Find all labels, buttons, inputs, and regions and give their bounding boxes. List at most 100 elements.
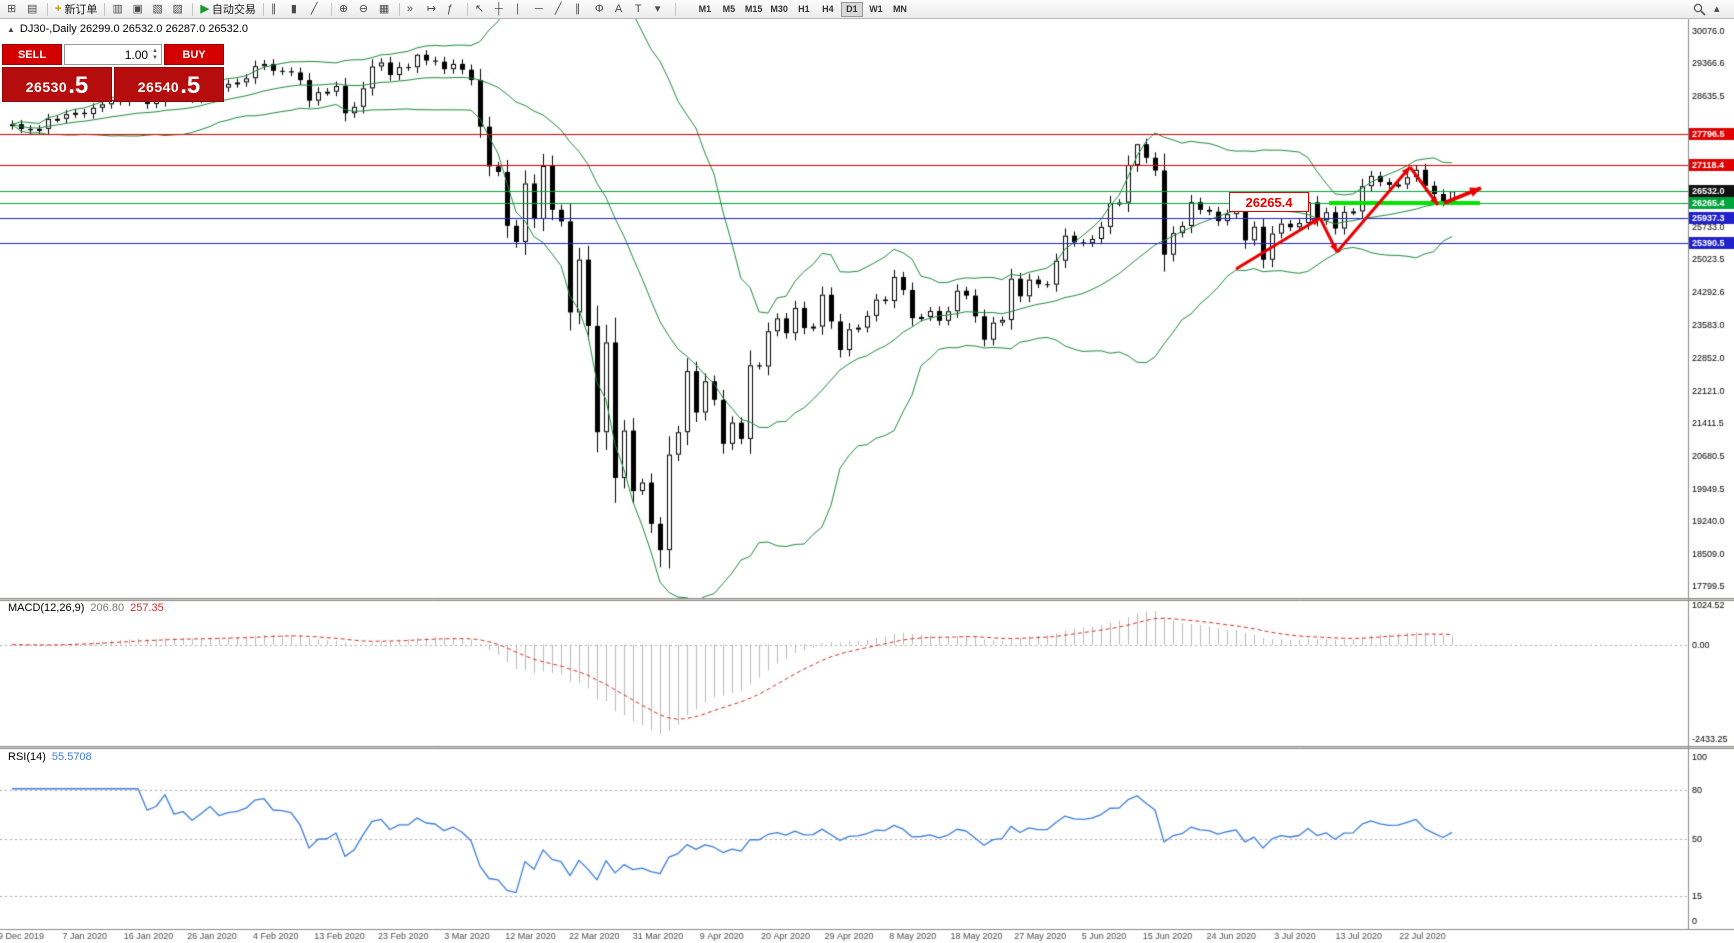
indicators-list-icon: ƒ [446,2,454,15]
main-chart[interactable] [0,19,1688,598]
cursor-icon: ↖ [474,2,485,15]
magnifier-icon [1693,3,1706,16]
data-window-button[interactable]: ▣ [129,1,148,18]
equidistant-channel-icon: ∥ [574,2,581,15]
timeframe-W1-button[interactable]: W1 [865,2,887,17]
sell-button[interactable]: SELL [2,44,62,65]
buy-price-display[interactable]: 26540.5 [114,67,224,102]
macd-name: MACD(12,26,9) [8,602,85,614]
chart-bars-icon: ∥ [270,2,277,15]
auto-scroll-button[interactable]: » [404,1,423,18]
autotrading-button[interactable]: ▶ 自动交易 [197,1,258,18]
crosshair-icon: ┼ [494,2,503,15]
chart-candles-button[interactable]: ▮ [288,1,307,18]
volume-spin-buttons[interactable] [152,48,158,62]
toolbar-scroll-up-button[interactable]: ▴ [1711,1,1730,18]
chart-candles-icon: ▮ [290,2,297,15]
trendline-icon: ╱ [554,2,562,15]
sell-price-fraction: .5 [68,72,89,99]
timeframe-H4-button[interactable]: H4 [817,2,839,17]
arrows-dropdown-button[interactable]: ▾ [652,1,671,18]
toolbar-separator [466,2,468,16]
new-order-icon: + [55,2,62,15]
toolbar-separator [262,2,264,16]
cursor-button[interactable]: ↖ [472,1,491,18]
tile-windows-icon: ▦ [378,2,390,15]
zoom-in-icon: ⊕ [338,2,349,15]
macd-main-value: 206.80 [90,602,125,614]
quick-search-button[interactable] [1690,1,1709,18]
new-chart-button[interactable]: ⊞ [4,1,23,18]
macd-panel[interactable] [0,601,1688,746]
toolbar-main-groups: ⊞ ▤ + 新订单 ▥ ▣ ▧ ▨ ▶ 自动交易 ∥ ▮ ╱ ⊕ ⊖ ▦ » ↦ ƒ ↖ ┼ ∣ ─ ╱ ∥ Φ A T ▾ M1 M5 M1… [4,1,911,18]
vertical-line-icon: ∣ [514,2,521,15]
timeframe-M5-button[interactable]: M5 [718,2,740,17]
one-click-collapse-icon[interactable]: ▲ [7,24,15,34]
navigator-button[interactable]: ▧ [149,1,168,18]
horizontal-line-icon: ─ [534,2,543,15]
zoom-in-button[interactable]: ⊕ [336,1,355,18]
market-watch-icon: ▥ [112,2,123,15]
new-chart-icon: ⊞ [7,2,17,15]
arrows-dropdown-icon: ▾ [654,2,661,15]
rsi-panel[interactable] [0,749,1688,929]
chart-ohlc-header: ▲ DJ30-,Daily 26299.0 26532.0 26287.0 26… [7,23,248,35]
toolbar-separator [674,2,676,16]
chart-line-button[interactable]: ╱ [308,1,327,18]
navigator-icon: ▧ [152,2,163,15]
toolbar-right-groups: ▴ [1690,1,1730,18]
timeframe-D1-button[interactable]: D1 [840,1,863,17]
zoom-out-button[interactable]: ⊖ [356,1,375,18]
chart-line-icon: ╱ [310,2,318,15]
chart-shift-button[interactable]: ↦ [424,1,443,18]
trendline-button[interactable]: ╱ [552,1,571,18]
horizontal-line-button[interactable]: ─ [532,1,551,18]
toolbar-separator [330,2,332,16]
text-label-button[interactable]: T [632,1,651,18]
chart-bars-button[interactable]: ∥ [268,1,287,18]
macd-indicator-label: MACD(12,26,9) 206.80 257.35 [8,602,164,614]
volume-up-icon[interactable] [152,48,158,55]
timeframe-H1-button[interactable]: H1 [793,2,815,17]
toolbar-scroll-up-icon: ▴ [1714,2,1720,15]
buy-button[interactable]: BUY [164,44,224,65]
toolbar-separator [47,2,48,16]
terminal-button[interactable]: ▨ [169,1,188,18]
timeframe-MN-button[interactable]: MN [889,2,911,17]
auto-scroll-icon: » [406,2,414,15]
fibonacci-button[interactable]: Φ [592,1,611,18]
chart-profiles-icon: ▤ [27,2,38,15]
price-callout[interactable]: 26265.4 [1229,192,1309,212]
volume-value[interactable]: 1.00 [124,47,149,62]
sell-price-main: 26530 [25,79,68,95]
buy-price-main: 26540 [137,79,180,95]
timeframe-M1-button[interactable]: M1 [694,2,716,17]
new-order-label: 新订单 [64,4,98,16]
timeframe-switcher: M1 M5 M15 M30 H1 H4 D1 W1 MN [694,1,911,17]
market-watch-button[interactable]: ▥ [109,1,128,18]
data-window-icon: ▣ [132,2,143,15]
tile-windows-button[interactable]: ▦ [376,1,395,18]
text-button[interactable]: A [612,1,631,18]
time-axis[interactable] [0,930,1688,943]
vertical-line-button[interactable]: ∣ [512,1,531,18]
chart-profiles-button[interactable]: ▤ [24,1,43,18]
rsi-indicator-label: RSI(14) 55.5708 [8,751,92,763]
toolbar-separator [104,2,106,16]
timeframe-M15-button[interactable]: M15 [742,2,766,17]
equidistant-channel-button[interactable]: ∥ [572,1,591,18]
volume-stepper[interactable]: 1.00 [64,44,162,65]
sell-price-display[interactable]: 26530.5 [2,67,112,102]
autotrading-label: 自动交易 [211,4,256,16]
indicators-list-button[interactable]: ƒ [444,1,463,18]
toolbar: ⊞ ▤ + 新订单 ▥ ▣ ▧ ▨ ▶ 自动交易 ∥ ▮ ╱ ⊕ ⊖ ▦ » ↦ ƒ ↖ ┼ ∣ ─ ╱ ∥ Φ A T ▾ M1 M5 M1… [0,0,1734,19]
text-icon: A [614,2,623,15]
volume-down-icon[interactable] [152,55,158,62]
symbol-ohlc-text: DJ30-,Daily 26299.0 26532.0 26287.0 2653… [19,23,249,35]
chart-shift-icon: ↦ [426,2,437,15]
timeframe-M30-button[interactable]: M30 [767,2,791,17]
price-axis[interactable] [1688,19,1734,929]
crosshair-button[interactable]: ┼ [492,1,511,18]
new-order-button[interactable]: + 新订单 [52,1,100,18]
